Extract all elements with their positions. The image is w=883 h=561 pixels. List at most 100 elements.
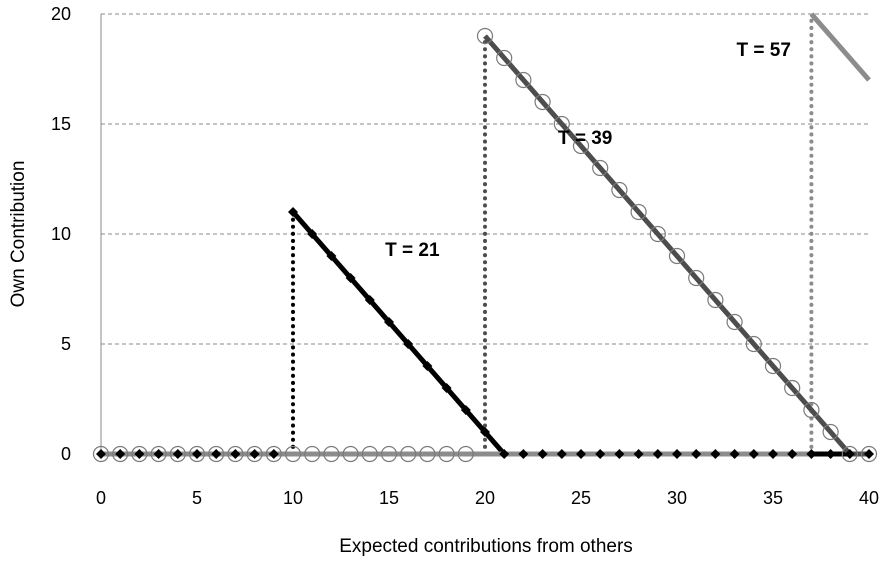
y-axis-label: Own Contribution	[8, 161, 29, 308]
marker-diamond-T21	[288, 207, 298, 217]
tick-labels: 0 5 10 15 20 25 30 35 40 0 5 10 15 20	[51, 4, 879, 508]
marker-circle-T39	[265, 445, 282, 463]
marker-diamond-T21	[844, 449, 855, 459]
marker-circle-T39	[784, 379, 801, 397]
marker-diamond-T21	[115, 449, 126, 459]
marker-circle-T39	[419, 445, 436, 463]
y-tick-label-10: 10	[51, 224, 71, 244]
marker-circle-T39	[246, 445, 263, 463]
marker-diamond-T21	[172, 449, 183, 459]
marker-circle-T39	[304, 445, 321, 463]
x-tick-label-15: 15	[379, 488, 399, 508]
marker-diamond-T21	[691, 449, 702, 459]
marker-circle-T39	[726, 313, 743, 331]
marker-circle-T39	[745, 335, 762, 353]
marker-circle-T39	[438, 445, 455, 463]
marker-diamond-T21	[345, 273, 356, 283]
marker-circle-T39	[400, 445, 417, 463]
marker-diamond-T21	[537, 449, 548, 459]
marker-diamond-T21	[825, 449, 836, 459]
marker-diamond-T21	[556, 449, 567, 459]
marker-diamond-T21	[230, 449, 241, 459]
marker-circle-T39	[342, 445, 359, 463]
marker-circle-T39	[150, 445, 167, 463]
marker-circle-T39	[496, 49, 513, 67]
marker-diamond-T21	[652, 449, 663, 459]
marker-diamond-T21	[806, 449, 817, 459]
x-tick-label-35: 35	[763, 488, 783, 508]
x-tick-label-10: 10	[283, 488, 303, 508]
marker-diamond-T21	[192, 449, 202, 459]
marker-circle-T39	[169, 445, 186, 463]
marker-circle-T39	[860, 445, 878, 463]
marker-circle-T39	[611, 181, 628, 199]
marker-circle-T39	[227, 445, 244, 463]
marker-diamond-T21	[748, 449, 759, 459]
y-tick-label-0: 0	[61, 444, 71, 464]
marker-diamond-T21	[307, 229, 318, 239]
marker-diamond-T21	[633, 449, 644, 459]
marker-diamond-T21	[403, 339, 414, 349]
marker-diamond-T21	[96, 449, 106, 459]
marker-diamond-T21	[595, 449, 606, 459]
marker-circle-T39	[630, 203, 647, 221]
marker-circle-T39	[284, 445, 302, 463]
threshold-drop-lines	[291, 12, 814, 456]
marker-circle-T39	[668, 247, 686, 265]
marker-diamond-T21	[768, 449, 778, 459]
marker-circle-T39	[534, 93, 551, 111]
marker-circle-T39	[553, 115, 570, 133]
marker-diamond-T21	[384, 317, 394, 327]
y-tick-label-15: 15	[51, 114, 71, 134]
marker-circle-T39	[112, 445, 129, 463]
marker-diamond-T21	[249, 449, 260, 459]
marker-circle-T39	[457, 445, 474, 463]
x-tick-label-20: 20	[475, 488, 495, 508]
marker-circle-T39	[361, 445, 378, 463]
annotations: T = 21 T = 39 T = 57	[385, 40, 791, 261]
x-tick-label-30: 30	[667, 488, 687, 508]
marker-circle-T39	[515, 71, 532, 89]
annotation-label-0: T = 21	[385, 240, 440, 261]
y-tick-label-20: 20	[51, 4, 71, 24]
series-markers	[92, 27, 878, 463]
marker-diamond-T21	[326, 251, 337, 261]
marker-circle-T39	[380, 445, 398, 463]
marker-diamond-T21	[153, 449, 164, 459]
marker-diamond-T21	[480, 427, 490, 437]
marker-diamond-T21	[134, 449, 145, 459]
marker-diamond-T21	[422, 361, 433, 371]
annotation-label-1: T = 39	[558, 128, 612, 149]
x-tick-label-25: 25	[571, 488, 591, 508]
marker-diamond-T21	[729, 449, 740, 459]
marker-diamond-T21	[460, 405, 471, 415]
marker-circle-T39	[131, 445, 148, 463]
marker-circle-T39	[572, 137, 590, 155]
gridlines	[101, 13, 869, 345]
marker-circle-T39	[688, 269, 705, 287]
marker-diamond-T21	[672, 449, 682, 459]
marker-circle-T39	[592, 159, 609, 177]
marker-diamond-T21	[518, 449, 529, 459]
marker-circle-T39	[764, 357, 782, 375]
annotation-label-2: T = 57	[737, 40, 791, 61]
marker-circle-T39	[323, 445, 340, 463]
marker-diamond-T21	[614, 449, 625, 459]
marker-circle-T39	[841, 445, 858, 463]
x-tick-label-5: 5	[192, 488, 202, 508]
marker-diamond-T21	[364, 295, 375, 305]
y-tick-label-5: 5	[61, 334, 71, 354]
marker-circle-T39	[707, 291, 724, 309]
marker-circle-T39	[92, 445, 110, 463]
marker-circle-T39	[476, 27, 494, 45]
x-tick-label-0: 0	[96, 488, 106, 508]
marker-diamond-T21	[268, 449, 279, 459]
marker-diamond-T21	[499, 449, 510, 459]
marker-circle-T39	[208, 445, 225, 463]
marker-diamond-T21	[441, 383, 452, 393]
marker-circle-T39	[649, 225, 666, 243]
marker-diamond-T21	[787, 449, 798, 459]
marker-diamond-T21	[576, 449, 586, 459]
marker-diamond-T21	[864, 449, 874, 459]
